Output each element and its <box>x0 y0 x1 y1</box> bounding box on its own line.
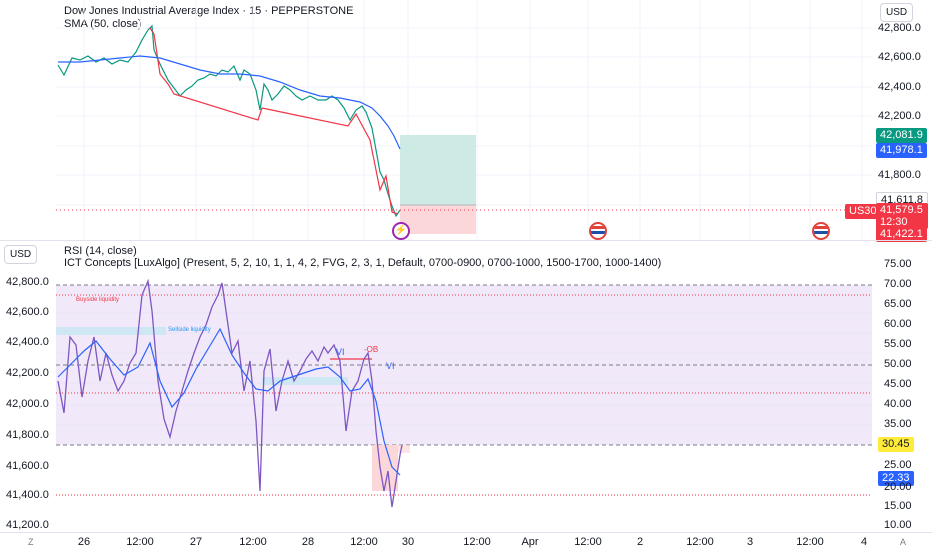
rsi-ma-line <box>57 327 401 476</box>
buyside-liquidity-label: Buyside liquidity <box>76 297 120 303</box>
left-axis-label: 42,600.0 <box>6 306 49 318</box>
left-axis-label: 42,400.0 <box>6 336 49 348</box>
time-axis-label: 4 <box>860 536 868 548</box>
left-axis-label: 41,600.0 <box>6 460 49 472</box>
time-axis-label: 2 <box>636 536 644 548</box>
indicator-pane[interactable]: USD RSI (14, close) ICT Concepts [LuxAlg… <box>0 241 932 532</box>
currency-button[interactable]: USD <box>880 3 914 22</box>
time-axis-label: 12:00 <box>574 536 602 548</box>
time-axis-label: Apr <box>521 536 539 548</box>
left-axis-label: 41,200.0 <box>6 519 49 531</box>
rsi-value-tag: 30.45 <box>878 437 914 452</box>
price-axis-label: 42,200.0 <box>878 110 921 122</box>
target-price-tag: 42,081.9 <box>876 128 927 143</box>
rsi-axis-label: 45.00 <box>884 378 912 390</box>
pane-separator[interactable] <box>0 240 932 241</box>
indicator-plot[interactable] <box>0 241 872 532</box>
rsi-axis-label: 70.00 <box>884 278 912 290</box>
price-axis-label: 42,800.0 <box>878 22 921 34</box>
rsi-axis-label: 10.00 <box>884 519 912 531</box>
time-axis-label: 12:00 <box>350 536 378 548</box>
rsi-axis-label: 35.00 <box>884 418 912 430</box>
time-axis-label: 30 <box>401 536 415 548</box>
left-axis-label: 42,800.0 <box>6 276 49 288</box>
left-axis-label: 42,000.0 <box>6 398 49 410</box>
left-axis-label: 42,200.0 <box>6 367 49 379</box>
vi-label: VI <box>336 347 345 357</box>
stop-price-tag: 41,422.1 <box>876 227 927 242</box>
time-axis-label: 12:00 <box>239 536 267 548</box>
zoom-corner-button[interactable]: Z <box>28 537 34 547</box>
target-zone <box>400 135 476 205</box>
main-pane[interactable]: Dow Jones Industrial Average Index · 15 … <box>0 0 932 242</box>
rsi-axis-label: 20.00 <box>884 481 912 493</box>
vi-label: VI <box>386 361 395 371</box>
time-axis-label: 12:00 <box>126 536 154 548</box>
earnings-icon[interactable]: ⚡ <box>392 222 410 240</box>
rsi-axis-label: 25.00 <box>884 459 912 471</box>
time-axis-label: 27 <box>189 536 203 548</box>
sellside-liquidity-label: Sellside liquidity <box>168 327 211 333</box>
sma-label[interactable]: SMA (50, close) <box>64 18 142 30</box>
price-axis-label: 42,600.0 <box>878 51 921 63</box>
countdown-value: 12:30 <box>880 216 908 228</box>
sma-value-tag: 41,978.1 <box>876 143 927 158</box>
time-axis-label: 12:00 <box>686 536 714 548</box>
rsi-ma-tag: 22.33 <box>878 471 914 486</box>
order-block-label: -OB <box>364 345 379 354</box>
fvg-zone <box>262 377 348 385</box>
rsi-axis-label: 55.00 <box>884 338 912 350</box>
us-flag-event-icon[interactable] <box>812 222 830 240</box>
auto-scale-button[interactable]: A <box>900 537 907 547</box>
rsi-line <box>57 278 403 508</box>
time-axis-label: 12:00 <box>796 536 824 548</box>
ict-label[interactable]: ICT Concepts [LuxAlgo] (Present, 5, 2, 1… <box>64 257 662 269</box>
chart-title: Dow Jones Industrial Average Index · 15 … <box>64 5 354 17</box>
price-axis-label: 41,800.0 <box>878 169 921 181</box>
sellside-zone <box>56 327 166 335</box>
current-price-tag: 41,579.5 12:30 <box>876 203 928 229</box>
time-axis-label: 26 <box>77 536 91 548</box>
rsi-axis-label: 15.00 <box>884 500 912 512</box>
rsi-axis-label: 60.00 <box>884 318 912 330</box>
rsi-axis-label: 50.00 <box>884 358 912 370</box>
rsi-axis-label: 65.00 <box>884 298 912 310</box>
main-price-plot[interactable] <box>0 0 872 240</box>
stop-zone <box>400 205 476 234</box>
time-axis-label: 3 <box>746 536 754 548</box>
time-axis[interactable]: Z 26 12:00 27 12:00 28 12:00 30 12:00 Ap… <box>0 532 932 550</box>
rsi-axis-label: 75.00 <box>884 258 912 270</box>
left-axis-label: 41,400.0 <box>6 489 49 501</box>
symbol-tag: US30 <box>845 204 881 219</box>
rsi-label[interactable]: RSI (14, close) <box>64 245 137 257</box>
price-axis-label: 42,400.0 <box>878 81 921 93</box>
time-axis-label: 28 <box>301 536 315 548</box>
currency-button[interactable]: USD <box>4 245 38 264</box>
left-axis-label: 41,800.0 <box>6 429 49 441</box>
price-candles <box>57 24 401 218</box>
time-axis-label: 12:00 <box>463 536 491 548</box>
us-flag-event-icon[interactable] <box>589 222 607 240</box>
sma-line <box>58 55 401 150</box>
rsi-axis-label: 40.00 <box>884 398 912 410</box>
current-price-value: 41,579.5 <box>880 204 923 216</box>
